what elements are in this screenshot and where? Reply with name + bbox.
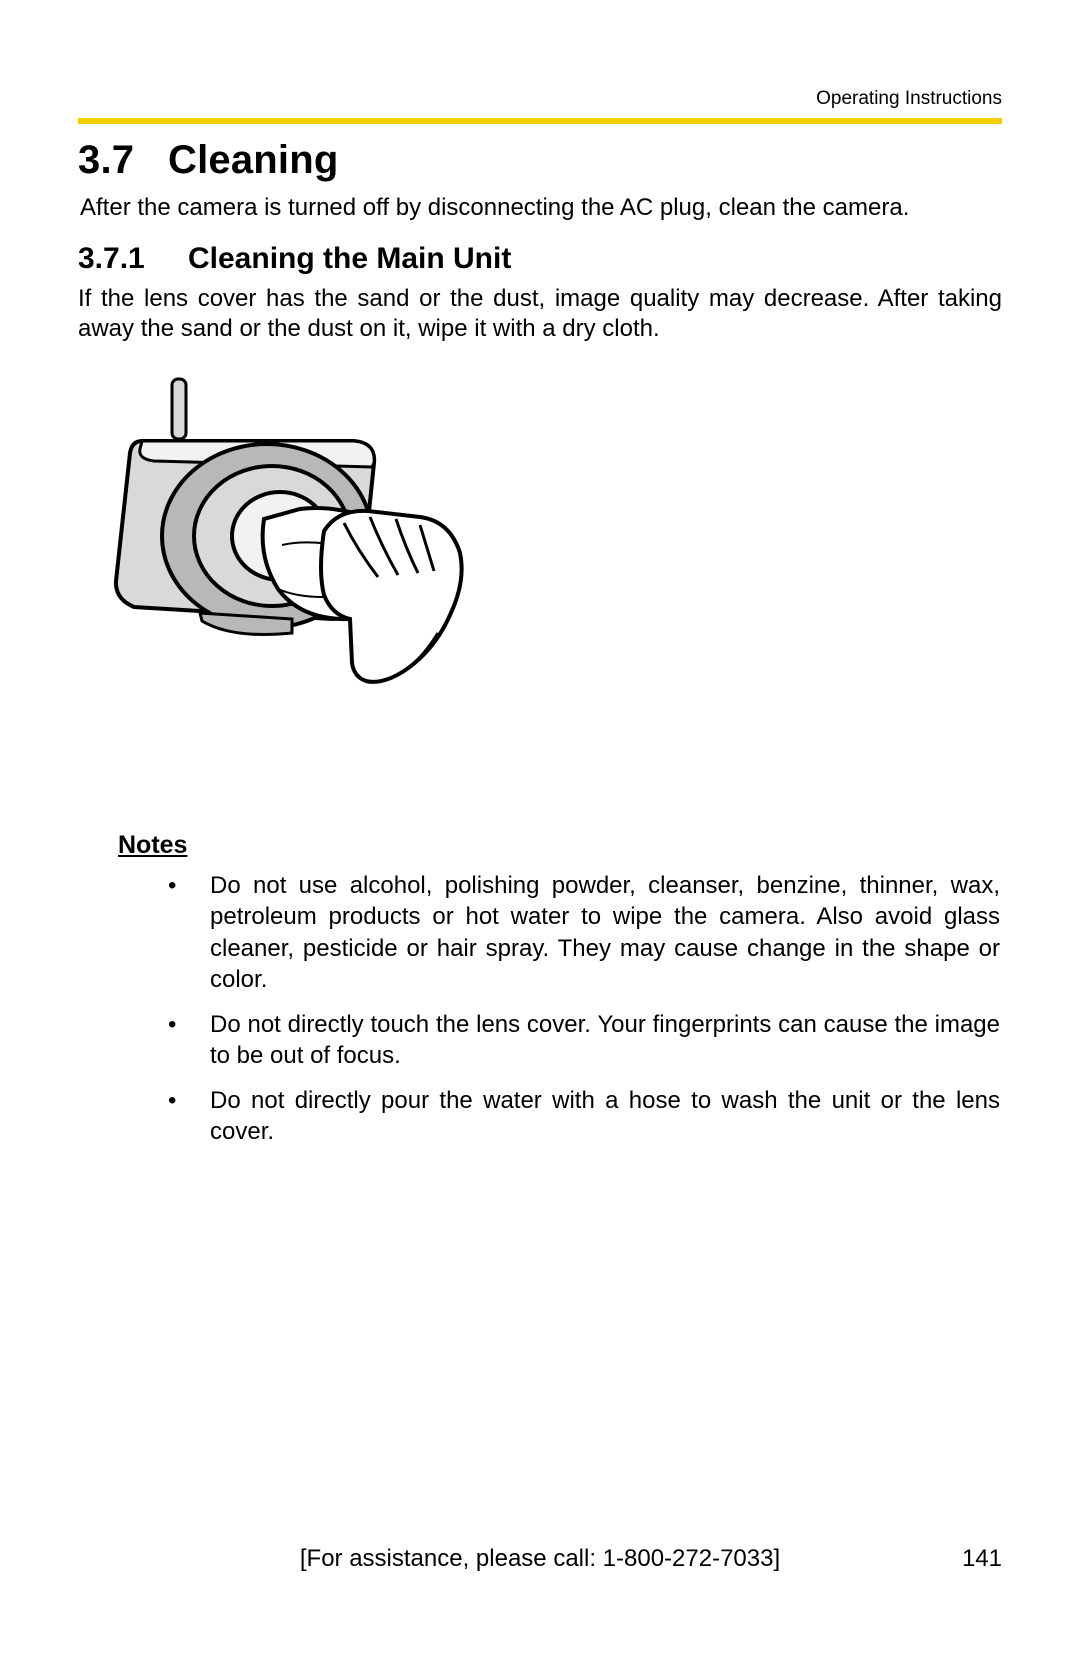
header-rule <box>78 118 1002 124</box>
page-footer: [For assistance, please call: 1-800-272-… <box>78 1545 1002 1573</box>
list-item: Do not directly pour the water with a ho… <box>168 1085 1000 1147</box>
notes-list: Do not use alcohol, polishing powder, cl… <box>168 870 1000 1148</box>
section-number: 3.7 <box>78 138 168 183</box>
section-heading: 3.7Cleaning <box>78 138 1002 183</box>
subsection-heading: 3.7.1Cleaning the Main Unit <box>78 242 1002 276</box>
list-item: Do not use alcohol, polishing powder, cl… <box>168 870 1000 995</box>
page-content: 3.7Cleaning After the camera is turned o… <box>78 138 1002 1162</box>
header-label: Operating Instructions <box>816 88 1002 110</box>
section-title: Cleaning <box>168 138 339 182</box>
page-number: 141 <box>962 1545 1002 1573</box>
notes-heading: Notes <box>118 831 1002 860</box>
subsection-number: 3.7.1 <box>78 242 188 276</box>
subsection-title: Cleaning the Main Unit <box>188 242 511 275</box>
assistance-line: [For assistance, please call: 1-800-272-… <box>78 1545 1002 1573</box>
camera-wipe-icon <box>82 371 482 701</box>
cleaning-illustration <box>82 371 482 701</box>
subsection-body: If the lens cover has the sand or the du… <box>78 284 1002 345</box>
manual-page: Operating Instructions 3.7Cleaning After… <box>0 0 1080 1669</box>
list-item: Do not directly touch the lens cover. Yo… <box>168 1009 1000 1071</box>
section-intro: After the camera is turned off by discon… <box>80 193 1002 224</box>
